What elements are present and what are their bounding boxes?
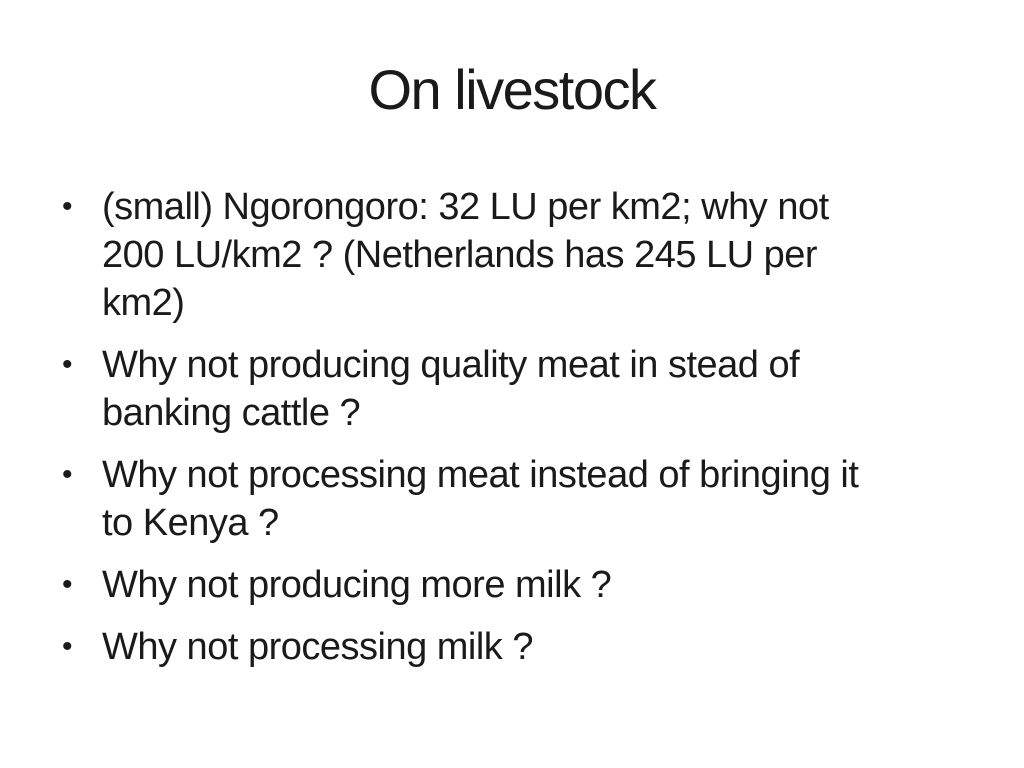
bullet-line: banking cattle ? — [102, 392, 361, 434]
bullet-line: 200 LU/km2 ? (Netherlands has 245 LU per — [102, 234, 818, 276]
bullet-line: Why not producing more milk ? — [102, 564, 612, 606]
bullet-item-more-milk: • Why not producing more milk ? — [62, 561, 994, 609]
bullet-marker-icon: • — [62, 458, 73, 491]
bullet-line: km2) — [102, 282, 185, 324]
bullet-line: Why not processing meat instead of bring… — [102, 454, 859, 496]
bullet-item-ngorongoro: • (small) Ngorongoro: 32 LU per km2; why… — [62, 183, 994, 327]
bullet-item-processing-milk: • Why not processing milk ? — [62, 623, 994, 671]
bullet-line: Why not processing milk ? — [102, 626, 534, 668]
bullet-line: to Kenya ? — [102, 502, 279, 544]
bullet-line: (small) Ngorongoro: 32 LU per km2; why n… — [102, 186, 829, 228]
bullet-marker-icon: • — [62, 348, 73, 381]
bullet-line: Why not producing quality meat in stead … — [102, 344, 800, 386]
bullet-marker-icon: • — [62, 568, 73, 601]
slide-title: On livestock — [368, 58, 658, 121]
bullet-list: • (small) Ngorongoro: 32 LU per km2; why… — [62, 183, 994, 685]
bullet-item-quality-meat: • Why not producing quality meat in stea… — [62, 341, 994, 437]
bullet-marker-icon: • — [62, 630, 73, 663]
bullet-marker-icon: • — [62, 190, 73, 223]
bullet-item-processing-meat: • Why not processing meat instead of bri… — [62, 451, 994, 547]
